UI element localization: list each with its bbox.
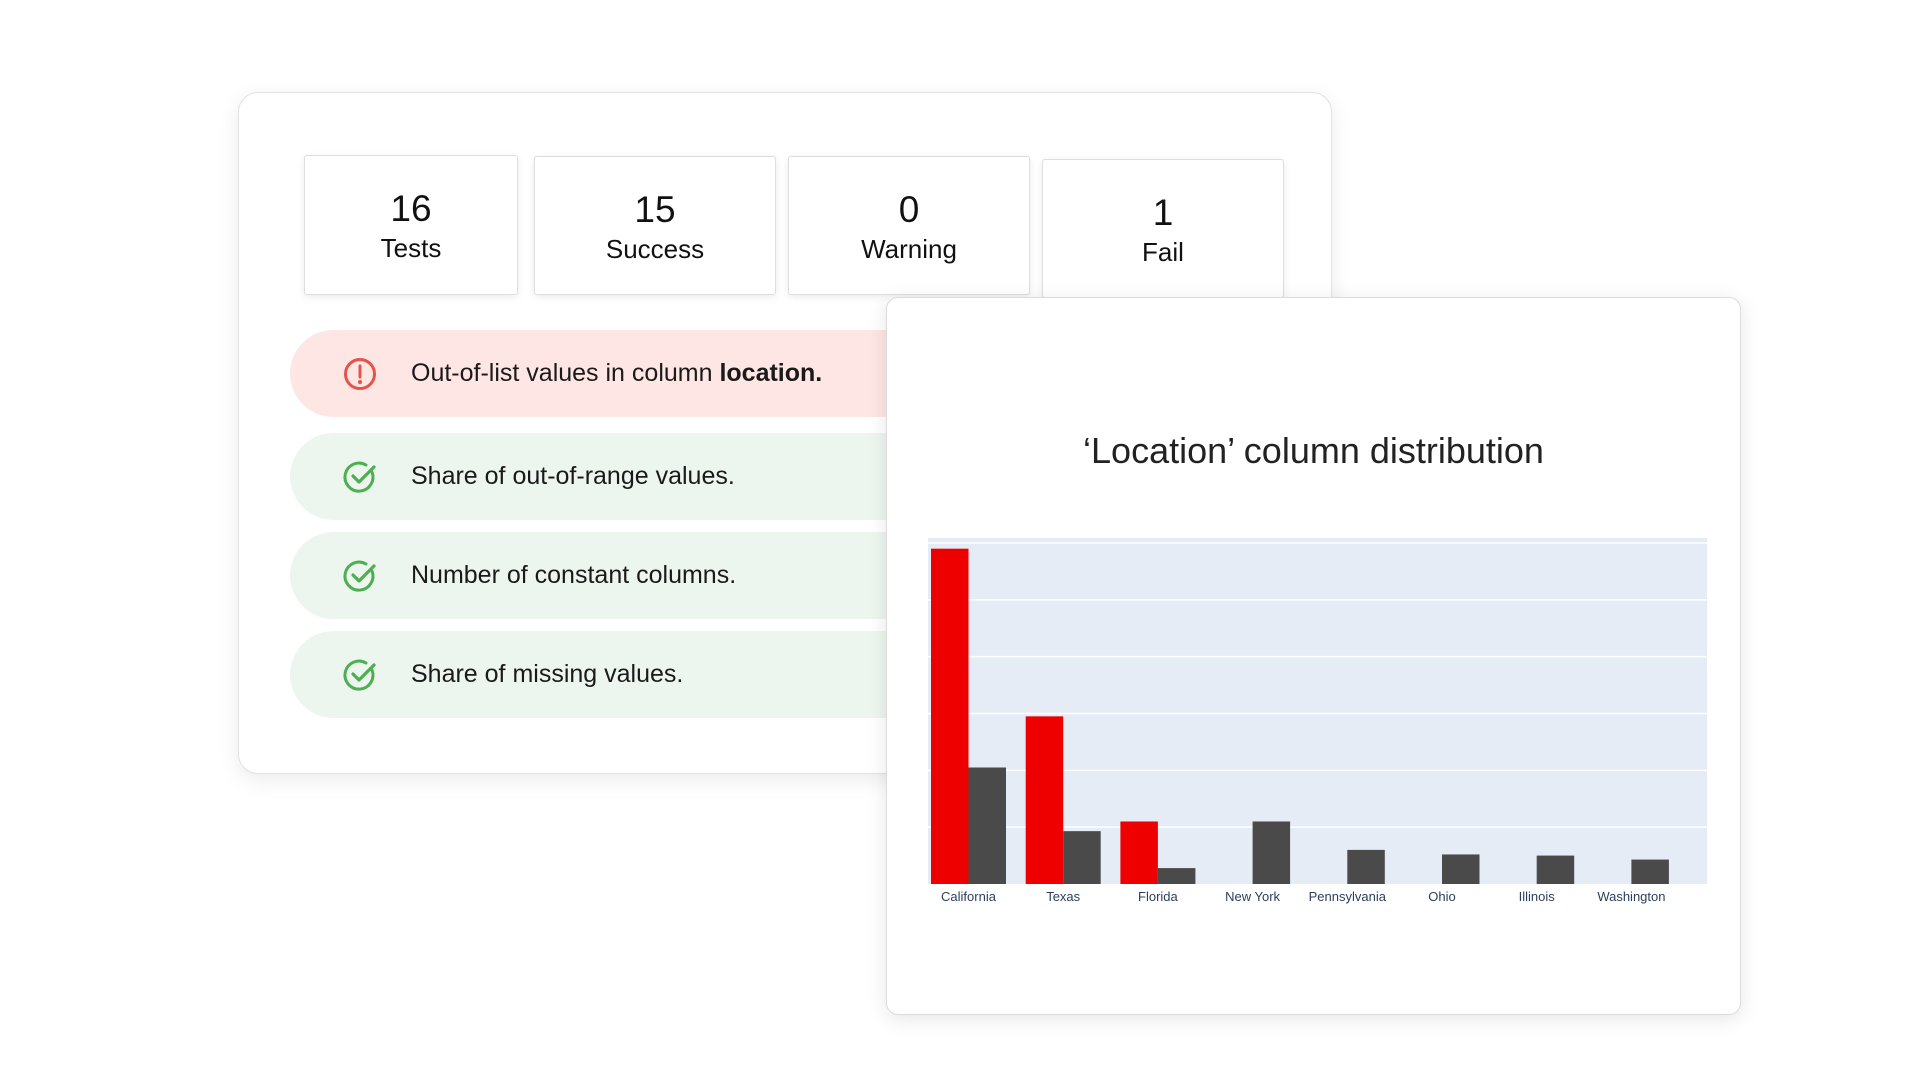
stat-success: 15 Success bbox=[534, 156, 776, 295]
stat-tests: 16 Tests bbox=[304, 155, 518, 295]
chart-panel: ‘Location’ column distribution Californi… bbox=[886, 297, 1741, 1015]
chart-title: ‘Location’ column distribution bbox=[1083, 430, 1544, 471]
bar-pennsylvania-reference bbox=[1347, 849, 1385, 884]
stat-fail-value: 1 bbox=[1152, 192, 1174, 233]
x-tick-label: Ohio bbox=[1428, 889, 1455, 904]
test-row-constant-columns[interactable]: Number of constant columns. bbox=[290, 532, 990, 619]
test-row-label: Out-of-list values in column location. bbox=[411, 359, 823, 387]
x-tick-label: California bbox=[941, 889, 997, 904]
test-row-label: Share of missing values. bbox=[411, 660, 684, 688]
bar-chart: California Texas Florida New York Pennsylvan… bbox=[928, 538, 1707, 904]
alert-circle-icon bbox=[344, 357, 376, 390]
stat-fail: 1 Fail bbox=[1042, 159, 1284, 298]
stat-fail-label: Fail bbox=[1142, 237, 1184, 267]
test-row-missing-values[interactable]: Share of missing values. bbox=[290, 631, 990, 718]
test-row-label: Number of constant columns. bbox=[411, 561, 737, 589]
x-tick-label: Washington bbox=[1597, 889, 1665, 904]
bar-washington-reference bbox=[1631, 859, 1669, 884]
stat-warning-label: Warning bbox=[861, 234, 957, 264]
stat-success-value: 15 bbox=[634, 189, 676, 230]
bar-florida-current bbox=[1120, 821, 1158, 884]
test-row-out-of-list[interactable]: Out-of-list values in column location. bbox=[290, 330, 990, 417]
x-tick-label: Illinois bbox=[1519, 889, 1556, 904]
test-row-label: Share of out-of-range values. bbox=[411, 462, 735, 490]
bar-california-reference bbox=[968, 767, 1006, 884]
x-tick-label: Florida bbox=[1138, 889, 1179, 904]
check-circle-icon bbox=[343, 461, 376, 493]
stat-success-label: Success bbox=[605, 234, 705, 264]
stat-warning-value: 0 bbox=[898, 189, 920, 230]
bar-new-york-reference bbox=[1252, 821, 1291, 884]
bar-florida-reference bbox=[1157, 868, 1196, 884]
x-tick-label: New York bbox=[1225, 889, 1280, 904]
bar-ohio-reference bbox=[1442, 854, 1480, 884]
bar-california-current bbox=[931, 548, 969, 884]
bar-illinois-reference bbox=[1536, 855, 1575, 884]
x-tick-label: Pennsylvania bbox=[1309, 889, 1387, 904]
stat-tests-value: 16 bbox=[390, 188, 432, 229]
bar-texas-reference bbox=[1063, 831, 1101, 884]
check-circle-icon bbox=[343, 659, 376, 691]
test-row-out-of-range[interactable]: Share of out-of-range values. bbox=[290, 433, 990, 520]
stat-tests-label: Tests bbox=[380, 233, 442, 263]
check-circle-icon bbox=[343, 560, 376, 592]
x-tick-label: Texas bbox=[1046, 889, 1080, 904]
stat-warning: 0 Warning bbox=[788, 156, 1030, 295]
bar-texas-current bbox=[1025, 716, 1064, 884]
